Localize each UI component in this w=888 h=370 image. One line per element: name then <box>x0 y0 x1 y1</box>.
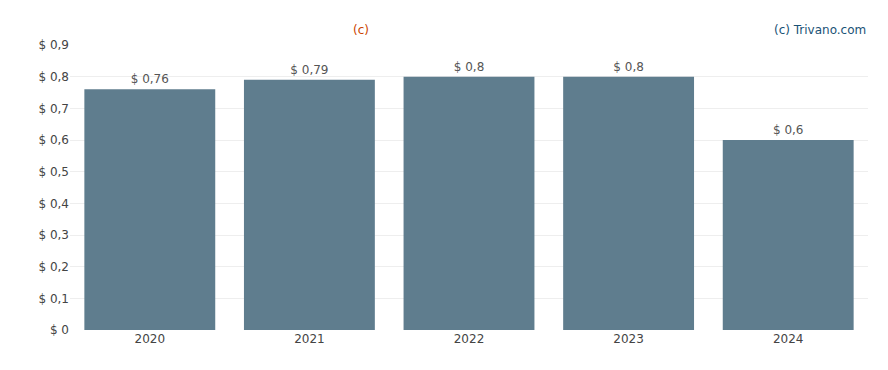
svg-text:$ 0,3: $ 0,3 <box>38 228 69 242</box>
svg-text:$ 0,4: $ 0,4 <box>38 197 69 211</box>
svg-text:2023: 2023 <box>613 332 644 346</box>
svg-text:(c) Trivano.com: (c) Trivano.com <box>774 23 866 37</box>
svg-text:2022: 2022 <box>454 332 485 346</box>
svg-text:$ 0,8: $ 0,8 <box>454 60 485 74</box>
svg-text:$ 0,79: $ 0,79 <box>290 63 328 77</box>
svg-text:$ 0,8: $ 0,8 <box>613 60 644 74</box>
svg-text:$ 0,7: $ 0,7 <box>38 102 69 116</box>
svg-text:$ 0,1: $ 0,1 <box>38 292 69 306</box>
svg-text:$ 0,76: $ 0,76 <box>131 72 169 86</box>
svg-text:2024: 2024 <box>773 332 804 346</box>
svg-text:(c): (c) <box>353 23 369 37</box>
svg-text:$ 0,9: $ 0,9 <box>38 38 69 52</box>
svg-text:$ 0,8: $ 0,8 <box>38 70 69 84</box>
svg-text:2020: 2020 <box>135 332 166 346</box>
svg-text:$ 0,6: $ 0,6 <box>38 133 69 147</box>
svg-text:$ 0,6: $ 0,6 <box>773 123 804 137</box>
svg-text:$ 0,2: $ 0,2 <box>38 260 69 274</box>
svg-text:$ 0: $ 0 <box>50 323 69 337</box>
svg-text:2021: 2021 <box>294 332 325 346</box>
svg-text:$ 0,5: $ 0,5 <box>38 165 69 179</box>
